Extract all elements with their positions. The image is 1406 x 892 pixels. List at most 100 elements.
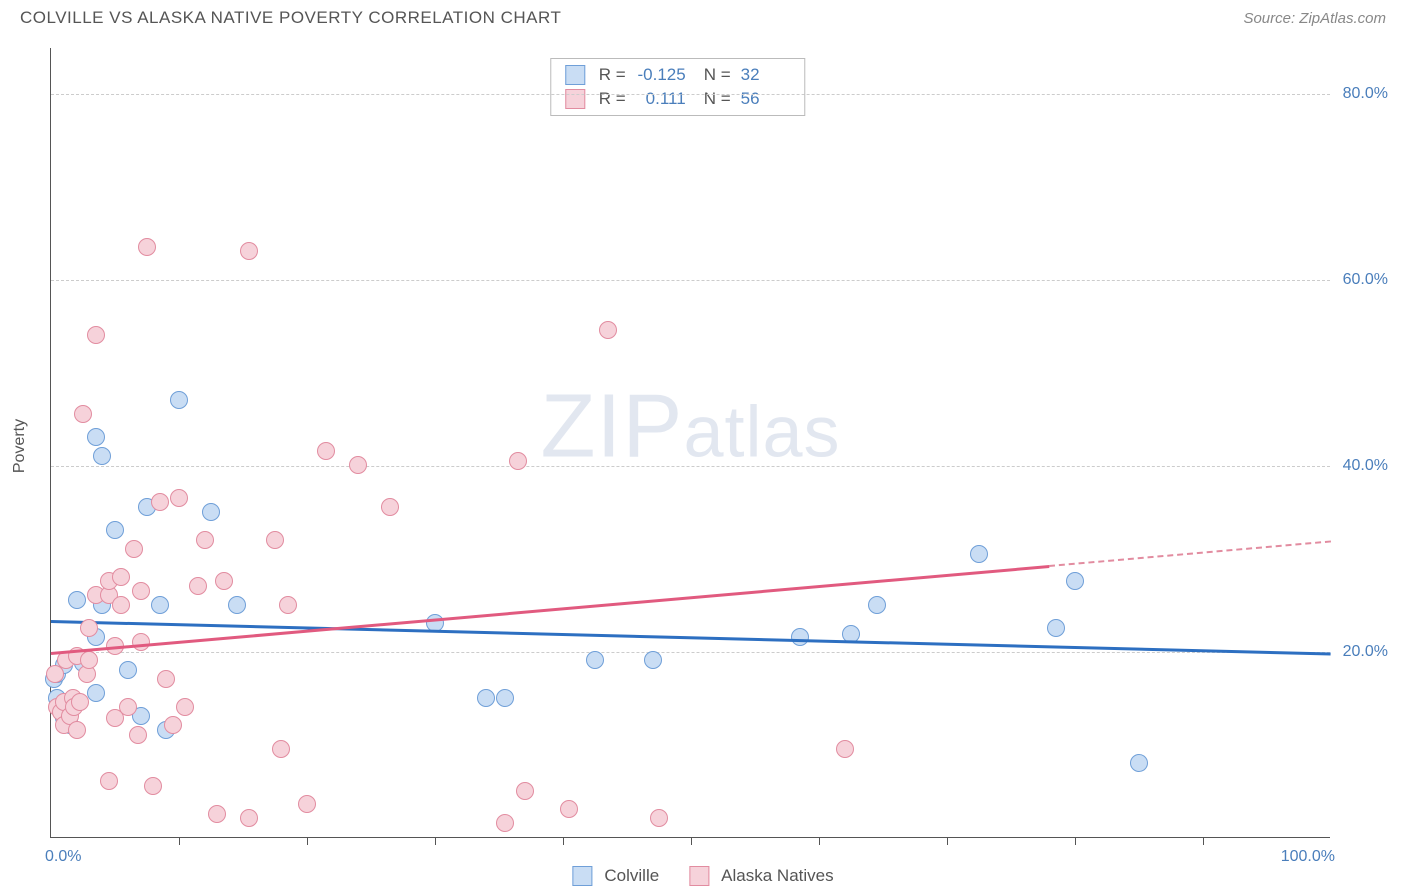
scatter-point (87, 684, 105, 702)
r-label: R = (599, 89, 626, 109)
scatter-point (868, 596, 886, 614)
scatter-point (215, 572, 233, 590)
scatter-point (106, 521, 124, 539)
scatter-point (80, 619, 98, 637)
watermark-left: ZIP (540, 376, 683, 476)
scatter-point (196, 531, 214, 549)
scatter-point (125, 540, 143, 558)
xtick (435, 837, 436, 845)
series-swatch (565, 65, 585, 85)
xtick (1075, 837, 1076, 845)
x-min-label: 0.0% (45, 848, 81, 866)
scatter-point (100, 772, 118, 790)
scatter-point (208, 805, 226, 823)
xtick (691, 837, 692, 845)
scatter-point (516, 782, 534, 800)
xtick (947, 837, 948, 845)
n-value: 56 (741, 89, 791, 109)
ytick-label: 80.0% (1343, 85, 1388, 103)
scatter-point (129, 726, 147, 744)
scatter-point (477, 689, 495, 707)
stats-row: R = 0.111 N = 56 (565, 87, 791, 111)
xtick (179, 837, 180, 845)
legend-bottom: Colville Alaska Natives (572, 866, 833, 886)
scatter-point (189, 577, 207, 595)
scatter-point (164, 716, 182, 734)
x-max-label: 100.0% (1281, 848, 1335, 866)
trend-line (1049, 541, 1331, 568)
xtick (1203, 837, 1204, 845)
legend-swatch (572, 866, 592, 886)
n-label: N = (704, 65, 731, 85)
scatter-point (240, 242, 258, 260)
scatter-point (266, 531, 284, 549)
scatter-point (228, 596, 246, 614)
watermark-right: atlas (683, 392, 840, 472)
scatter-point (560, 800, 578, 818)
scatter-point (509, 452, 527, 470)
xtick (563, 837, 564, 845)
scatter-point (74, 405, 92, 423)
scatter-point (144, 777, 162, 795)
scatter-point (138, 238, 156, 256)
scatter-point (68, 721, 86, 739)
scatter-point (202, 503, 220, 521)
r-label: R = (599, 65, 626, 85)
scatter-point (791, 628, 809, 646)
grid-line (51, 280, 1330, 281)
xtick (819, 837, 820, 845)
y-axis-label: Poverty (11, 419, 29, 473)
stats-row: R = -0.125 N = 32 (565, 63, 791, 87)
scatter-point (112, 596, 130, 614)
grid-line (51, 652, 1330, 653)
scatter-point (1130, 754, 1148, 772)
scatter-point (170, 391, 188, 409)
scatter-point (112, 568, 130, 586)
legend-item: Colville (572, 866, 659, 886)
scatter-point (272, 740, 290, 758)
legend-label: Alaska Natives (721, 866, 833, 886)
chart-title: COLVILLE VS ALASKA NATIVE POVERTY CORREL… (20, 8, 561, 28)
scatter-point (93, 447, 111, 465)
xtick (307, 837, 308, 845)
scatter-point (381, 498, 399, 516)
scatter-point (970, 545, 988, 563)
r-value: 0.111 (636, 89, 686, 109)
scatter-point (176, 698, 194, 716)
legend-label: Colville (604, 866, 659, 886)
legend-swatch (689, 866, 709, 886)
r-value: -0.125 (636, 65, 686, 85)
scatter-point (599, 321, 617, 339)
scatter-point (170, 489, 188, 507)
header: COLVILLE VS ALASKA NATIVE POVERTY CORREL… (0, 0, 1406, 32)
scatter-point (132, 582, 150, 600)
ytick-label: 20.0% (1343, 643, 1388, 661)
scatter-point (151, 493, 169, 511)
watermark: ZIPatlas (540, 375, 840, 478)
source-label: Source: ZipAtlas.com (1243, 10, 1386, 27)
scatter-plot: ZIPatlas R =-0.125N =32R =0.111N =56 20.… (50, 48, 1330, 838)
scatter-point (1047, 619, 1065, 637)
ytick-label: 60.0% (1343, 271, 1388, 289)
scatter-point (644, 651, 662, 669)
series-swatch (565, 89, 585, 109)
scatter-point (349, 456, 367, 474)
scatter-point (836, 740, 854, 758)
scatter-point (157, 670, 175, 688)
scatter-point (650, 809, 668, 827)
scatter-point (279, 596, 297, 614)
scatter-point (151, 596, 169, 614)
scatter-point (317, 442, 335, 460)
legend-item: Alaska Natives (689, 866, 833, 886)
scatter-point (298, 795, 316, 813)
scatter-point (87, 428, 105, 446)
n-label: N = (704, 89, 731, 109)
plot-wrapper: ZIPatlas R = -0.125 N = 32 R = 0.111 N = 56 20.… (50, 48, 1390, 838)
n-value: 32 (741, 65, 791, 85)
scatter-point (132, 633, 150, 651)
grid-line (51, 466, 1330, 467)
ytick-label: 40.0% (1343, 457, 1388, 475)
scatter-point (119, 661, 137, 679)
scatter-point (240, 809, 258, 827)
scatter-point (87, 326, 105, 344)
